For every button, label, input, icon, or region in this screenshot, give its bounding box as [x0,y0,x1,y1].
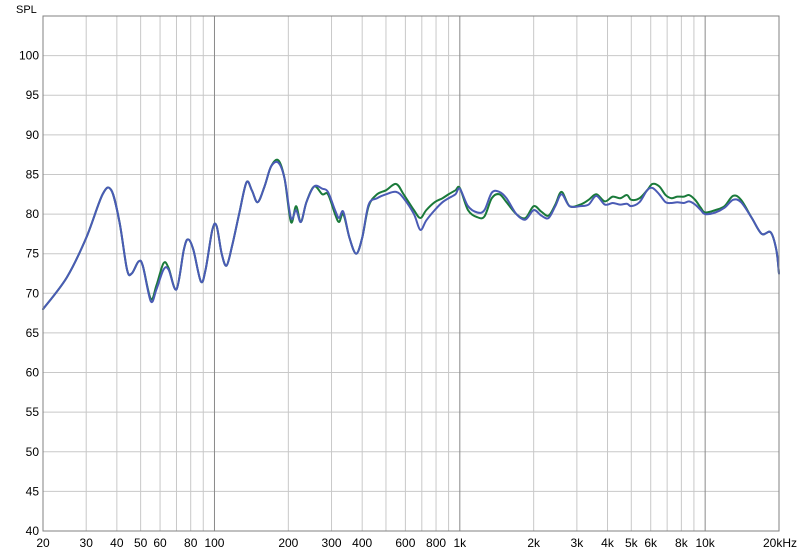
y-tick-label: 50 [26,445,40,459]
y-tick-label: 60 [26,366,40,380]
y-tick-label: 65 [26,326,40,340]
x-tick-label: 8k [675,536,689,550]
x-tick-label: 800 [426,536,446,550]
x-tick-label: 200 [278,536,298,550]
x-tick-label: 50 [134,536,148,550]
y-axis-label: SPL [16,4,37,16]
x-tick-label: 2k [527,536,541,550]
grid [43,16,779,532]
x-tick-label: 1k [453,536,467,550]
y-tick-label: 55 [26,405,40,419]
y-tick-label: 100 [19,49,39,63]
x-tick-label: 20 [36,536,50,550]
y-tick-label: 45 [26,484,40,498]
x-tick-label: 60 [153,536,167,550]
plot-area [43,16,779,531]
y-tick-label: 90 [26,128,40,142]
x-tick-label: 100 [204,536,224,550]
x-tick-label: 30 [80,536,94,550]
x-tick-label: 300 [322,536,342,550]
x-tick-label: 400 [352,536,372,550]
x-tick-label: 80 [184,536,198,550]
x-tick-label: 600 [395,536,415,550]
x-tick-label: 5k [625,536,639,550]
plot-border [42,15,780,532]
x-tick-label: 4k [601,536,615,550]
y-tick-label: 75 [26,247,40,261]
y-tick-label: 85 [26,167,40,181]
x-tick-label: 6k [644,536,658,550]
series-group [42,158,780,311]
y-tick-label: 40 [26,524,40,538]
x-tick-label: 10k [695,536,715,550]
y-tick-label: 95 [26,88,40,102]
x-tick-label: 40 [110,536,124,550]
y-tick-label: 80 [26,207,40,221]
axis-labels: SPL 40 45 50 55 60 65 70 75 80 85 90 95 100 20 30 40 50 6… [16,4,797,550]
y-tick-label: 70 [26,286,40,300]
x-tick-label: 20kHz [763,536,797,550]
series-line-2 [42,160,780,311]
x-tick-label: 3k [571,536,585,550]
